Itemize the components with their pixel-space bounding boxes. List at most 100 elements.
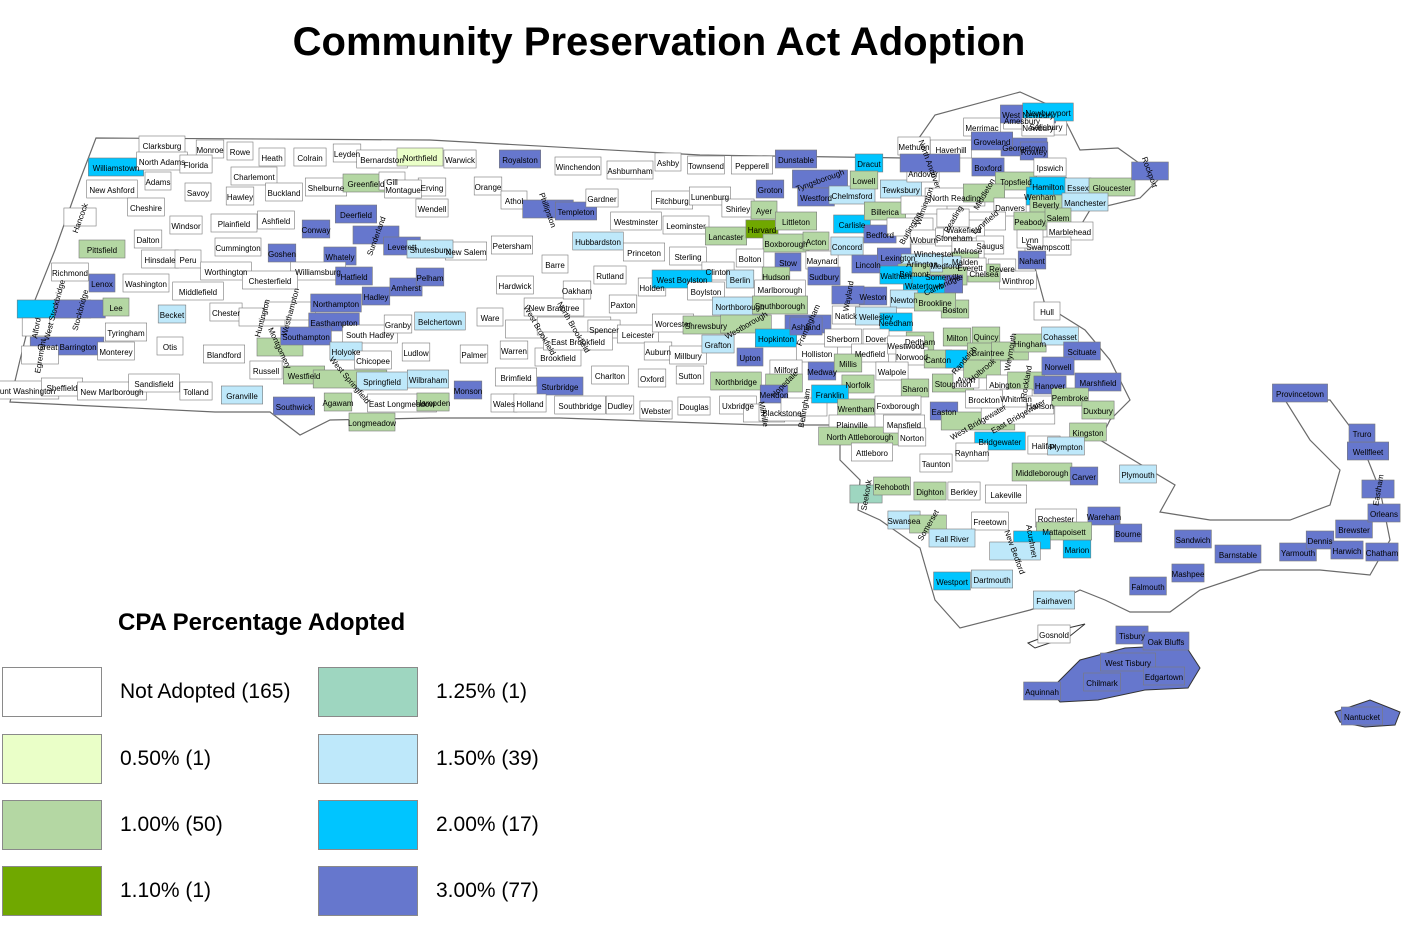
town-label-newbury: Newbury xyxy=(1022,124,1054,133)
town-label-pittsfield: Pittsfield xyxy=(87,246,117,255)
town-region-sandisfield xyxy=(128,373,180,393)
town-label-barnstable: Barnstable xyxy=(1219,551,1258,560)
town-label-hawley: Hawley xyxy=(227,193,253,202)
town-label-worthington: Worthington xyxy=(205,268,248,277)
town-label-pepperell: Pepperell xyxy=(735,162,769,171)
town-label-northampton: Northampton xyxy=(313,300,359,309)
town-region-northfield xyxy=(396,147,444,167)
town-label-newburyport: Newburyport xyxy=(1025,109,1071,118)
town-label-shrewsbury: Shrewsbury xyxy=(685,322,727,331)
town-label-sherborn: Sherborn xyxy=(827,335,860,344)
town-label-north-reading: North Reading xyxy=(929,194,981,203)
town-label-boxborough: Boxborough xyxy=(764,240,807,249)
town-region-nantucket xyxy=(1341,706,1384,726)
town-region-freetown xyxy=(971,511,1009,531)
town-label-boston: Boston xyxy=(943,306,968,315)
town-label-duxbury: Duxbury xyxy=(1083,407,1113,416)
town-label-brimfield: Brimfield xyxy=(500,374,531,383)
town-label-easthampton: Easthampton xyxy=(310,319,357,328)
town-region-holland xyxy=(513,393,547,413)
town-region-westminster xyxy=(610,211,662,231)
town-label-lakeville: Lakeville xyxy=(990,491,1022,500)
town-label-boylston: Boylston xyxy=(691,288,722,297)
town-label-marlborough: Marlborough xyxy=(758,286,803,295)
town-label-royalston: Royalston xyxy=(502,156,538,165)
town-region-harwich xyxy=(1330,540,1364,560)
town-label-hampden: Hampden xyxy=(416,399,451,408)
town-region-mashpee xyxy=(1171,563,1205,583)
town-label-tisbury: Tisbury xyxy=(1119,632,1145,641)
legend-label: 1.10% (1) xyxy=(120,879,212,902)
town-label-harvard: Harvard xyxy=(748,226,776,235)
town-region-wilbraham xyxy=(406,369,449,389)
town-region-dartmouth xyxy=(970,569,1013,589)
town-region-southbridge xyxy=(554,395,606,415)
town-label-wakefield: Wakefield xyxy=(947,226,982,235)
town-region-otis xyxy=(156,336,184,356)
town-region-manchester xyxy=(1061,192,1109,212)
town-label-dover: Dover xyxy=(865,335,887,344)
town-region-tyringham xyxy=(105,322,148,342)
town-region-brookline xyxy=(913,292,956,312)
town-region-carlisle xyxy=(833,214,871,234)
town-region-kingston xyxy=(1069,422,1107,442)
town-label-amherst: Amherst xyxy=(391,284,422,293)
town-region-winchendon xyxy=(554,156,602,176)
town-region-duxbury xyxy=(1081,400,1115,420)
town-label-whitman: Whitman xyxy=(1000,395,1032,404)
town-region-middleton xyxy=(962,183,1005,203)
town-label-hadley: Hadley xyxy=(364,293,389,302)
town-label-waltham: Waltham xyxy=(880,272,912,281)
town-label-stoneham: Stoneham xyxy=(936,234,973,243)
town-region-gosnold xyxy=(1037,624,1071,644)
town-label-carver: Carver xyxy=(1072,473,1096,482)
town-region-palmer xyxy=(459,344,489,364)
town-label-athol: Athol xyxy=(505,197,523,206)
town-region-groton xyxy=(755,179,785,199)
town-region-bourne xyxy=(1113,523,1143,543)
town-label-fitchburg: Fitchburg xyxy=(655,197,688,206)
town-label-alford: Alford xyxy=(30,317,42,339)
town-label-freetown: Freetown xyxy=(973,518,1006,527)
town-label-sandisfield: Sandisfield xyxy=(134,380,173,389)
town-label-gardner: Gardner xyxy=(587,195,617,204)
town-region-westborough xyxy=(720,314,772,334)
town-label-leicester: Leicester xyxy=(622,331,655,340)
town-label-blackstone: Blackstone xyxy=(762,409,802,418)
town-label-whately: Whately xyxy=(326,253,355,262)
town-label-avon: Avon xyxy=(957,376,975,385)
town-label-peabody: Peabody xyxy=(1014,218,1046,227)
town-region-deerfield xyxy=(334,204,377,224)
town-label-sudbury: Sudbury xyxy=(809,273,839,282)
town-label-hanson: Hanson xyxy=(1026,402,1054,411)
town-region-townsend xyxy=(687,155,725,175)
town-label-douglas: Douglas xyxy=(679,403,708,412)
town-label-plymouth: Plymouth xyxy=(1121,471,1154,480)
town-region-charlton xyxy=(591,365,629,385)
town-label-braintree: Braintree xyxy=(972,349,1005,358)
town-region-agawam xyxy=(323,392,353,412)
town-region-brockton xyxy=(965,389,1003,409)
town-label-charlemont: Charlemont xyxy=(233,173,275,182)
town-label-palmer: Palmer xyxy=(461,351,487,360)
town-region-paxton xyxy=(608,294,638,314)
town-label-hudson: Hudson xyxy=(762,273,790,282)
town-label-natick: Natick xyxy=(835,312,858,321)
town-region-becket xyxy=(157,304,187,324)
town-region-savoy xyxy=(184,182,212,202)
town-region-boylston xyxy=(687,281,725,301)
town-label-mount-washington: Mount Washington xyxy=(0,387,55,396)
town-label-longmeadow: Longmeadow xyxy=(348,419,396,428)
town-label-leyden: Leyden xyxy=(334,150,360,159)
town-region-charlemont xyxy=(230,166,278,186)
town-label-newton: Newton xyxy=(890,296,917,305)
town-region-warren xyxy=(499,340,529,360)
town-region-barnstable xyxy=(1214,544,1262,564)
town-region-franklin xyxy=(811,384,849,404)
town-region-royalston xyxy=(498,149,541,169)
town-region-sandwich xyxy=(1174,529,1212,549)
town-label-leverett: Leverett xyxy=(388,243,418,252)
town-region-wareham xyxy=(1087,506,1121,526)
town-label-dudley: Dudley xyxy=(608,402,633,411)
legend-label: 1.25% (1) xyxy=(436,680,528,703)
